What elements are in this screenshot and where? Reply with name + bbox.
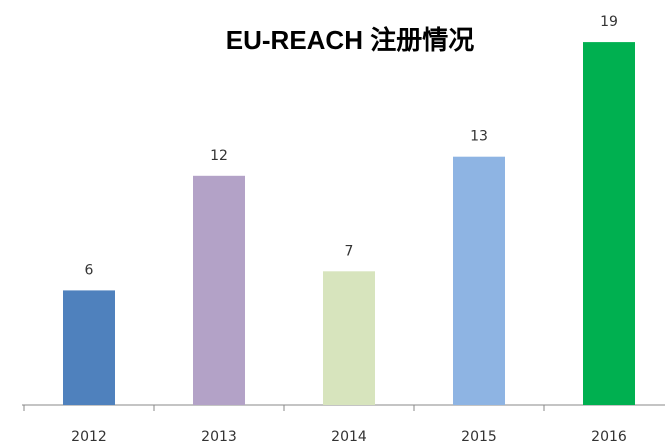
bar <box>63 290 115 405</box>
bar <box>583 42 635 405</box>
value-label: 19 <box>600 14 618 30</box>
x-tick-label: 2015 <box>461 429 497 445</box>
bar <box>193 175 245 405</box>
x-tick-label: 2012 <box>71 429 107 445</box>
value-label: 7 <box>345 243 354 259</box>
x-tick-label: 2016 <box>591 429 627 445</box>
chart-title: EU-REACH 注册情况 <box>226 25 474 55</box>
bar <box>323 271 375 405</box>
bar <box>453 156 505 405</box>
value-label: 13 <box>470 129 488 145</box>
value-label: 6 <box>85 262 94 278</box>
value-label: 12 <box>210 148 228 164</box>
x-tick-label: 2013 <box>201 429 237 445</box>
x-tick-label: 2014 <box>331 429 367 445</box>
